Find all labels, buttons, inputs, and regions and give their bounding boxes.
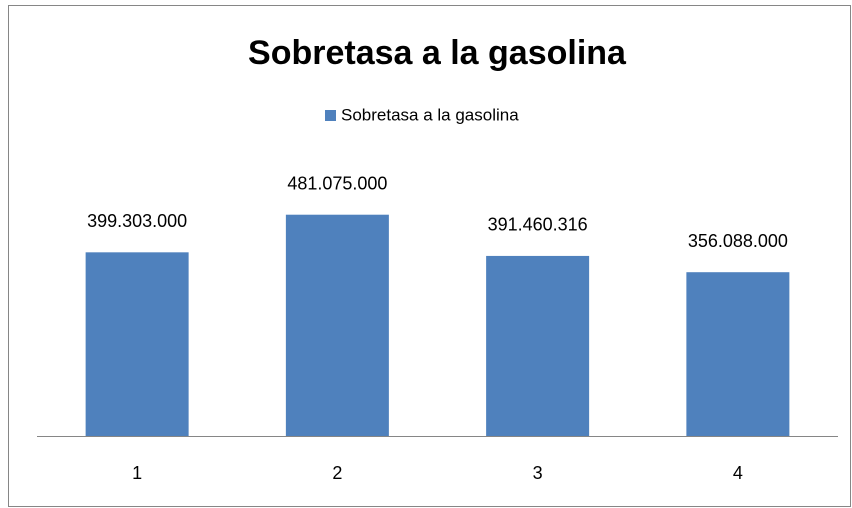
legend-swatch bbox=[325, 110, 336, 121]
value-label: 399.303.000 bbox=[87, 211, 187, 231]
value-label: 481.075.000 bbox=[287, 173, 387, 193]
x-tick-label: 2 bbox=[332, 463, 342, 483]
x-tick-label: 1 bbox=[132, 463, 142, 483]
value-label: 356.088.000 bbox=[688, 231, 788, 251]
bar bbox=[686, 272, 790, 436]
bar bbox=[285, 214, 389, 436]
x-tick-label: 3 bbox=[533, 463, 543, 483]
bar bbox=[486, 255, 590, 436]
chart-title: Sobretasa a la gasolina bbox=[248, 34, 627, 72]
bar bbox=[85, 252, 189, 436]
value-label: 391.460.316 bbox=[488, 215, 588, 235]
x-tick-label: 4 bbox=[733, 463, 743, 483]
legend-label: Sobretasa a la gasolina bbox=[341, 105, 519, 124]
